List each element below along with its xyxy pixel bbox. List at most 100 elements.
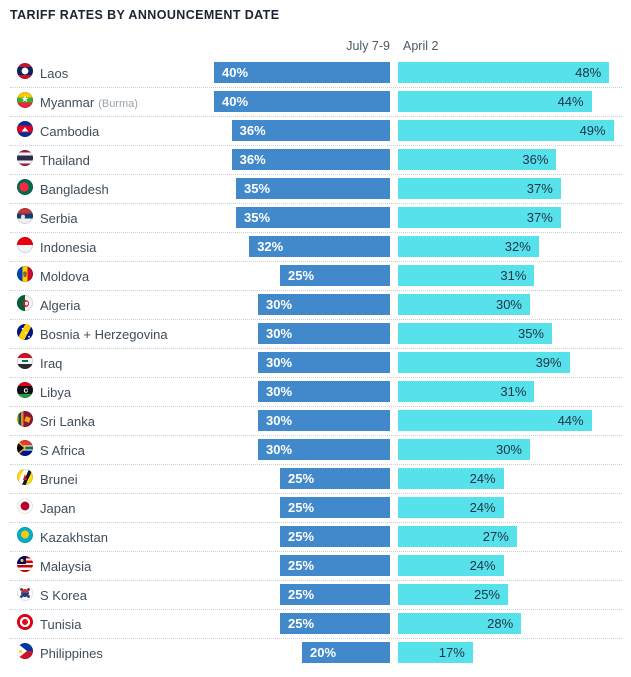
country-row: Moldova 25% 31% [0,262,631,291]
philippines-flag-icon [17,643,33,659]
april-bar: 28% [398,613,522,634]
country-label: Laos [40,59,68,88]
iraq-flag-icon [17,353,33,369]
tunisia-flag-icon [17,614,33,630]
moldova-flag-icon [17,266,33,282]
april-bar: 30% [398,439,530,460]
april-value: 37% [526,181,553,196]
country-name: Brunei [40,472,78,487]
column-header-april: April 2 [403,39,439,53]
july-bar: 30% [258,323,390,344]
country-label: Philippines [40,639,103,668]
country-row: Bangladesh 35% 37% [0,175,631,204]
april-value: 31% [500,268,527,283]
july-value: 25% [288,471,315,486]
july-bar: 35% [236,207,390,228]
country-label: Bangladesh [40,175,109,204]
april-value: 36% [522,152,549,167]
april-value: 17% [438,645,465,660]
country-row: Algeria 30% 30% [0,291,631,320]
april-value: 39% [535,355,562,370]
country-row: Indonesia 32% 32% [0,233,631,262]
thailand-flag-icon [17,150,33,166]
country-name: Moldova [40,269,90,284]
july-bar: 25% [280,468,390,489]
kazakhstan-flag-icon [17,527,33,543]
july-value: 25% [288,268,315,283]
country-row: Brunei 25% 24% [0,465,631,494]
april-bar: 35% [398,323,552,344]
malaysia-flag-icon [17,556,33,572]
april-value: 28% [487,616,514,631]
july-value: 25% [288,500,315,515]
country-name: Tunisia [40,617,82,632]
country-label: Kazakhstan [40,523,108,552]
july-bar: 36% [231,120,390,141]
april-value: 24% [469,500,496,515]
april-value: 27% [482,529,509,544]
july-bar: 30% [258,352,390,373]
country-name: Malaysia [40,559,92,574]
july-value: 25% [288,529,315,544]
page-title: TARIFF RATES BY ANNOUNCEMENT DATE [10,8,280,22]
country-name: Serbia [40,211,78,226]
country-name: Indonesia [40,240,97,255]
april-bar: 31% [398,265,535,286]
country-label: Iraq [40,349,62,378]
april-value: 32% [504,239,531,254]
july-value: 35% [244,181,271,196]
myanmar-flag-icon [17,92,33,108]
country-name: Cambodia [40,124,100,139]
april-value: 48% [575,65,602,80]
country-label: Myanmar (Burma) [40,88,138,119]
country-row: Myanmar(Burma) 40% 44% [0,88,631,117]
chart-rows: Laos 40% 48% Myanmar(Burma) 40% 44% Cambodia 36… [0,59,631,668]
country-label: Algeria [40,291,80,320]
country-label: Moldova [40,262,89,291]
sri-lanka-flag-icon [17,411,33,427]
april-bar: 25% [398,584,508,605]
july-value: 20% [310,645,337,660]
country-name: Myanmar [40,95,95,110]
country-label: Sri Lanka [40,407,95,436]
brunei-flag-icon [17,469,33,485]
country-label: Libya [40,378,71,407]
country-name: Sri Lanka [40,414,95,429]
july-bar: 40% [214,62,390,83]
country-name: Iraq [40,356,63,371]
algeria-flag-icon [17,295,33,311]
july-value: 25% [288,616,315,631]
country-row: Malaysia 25% 24% [0,552,631,581]
april-bar: 32% [398,236,539,257]
country-name: Algeria [40,298,81,313]
country-row: Cambodia 36% 49% [0,117,631,146]
s-africa-flag-icon [17,440,33,456]
country-name: Bangladesh [40,182,109,197]
april-value: 24% [469,471,496,486]
country-label: S Korea [40,581,87,610]
april-bar: 44% [398,91,592,112]
april-bar: 36% [398,149,557,170]
july-bar: 35% [236,178,390,199]
april-value: 35% [517,326,544,341]
country-row: S Africa 30% 30% [0,436,631,465]
country-label: Japan [40,494,75,523]
july-value: 25% [288,587,315,602]
july-bar: 25% [280,526,390,547]
april-bar: 30% [398,294,530,315]
april-value: 44% [557,94,584,109]
country-label: Malaysia [40,552,91,581]
cambodia-flag-icon [17,121,33,137]
bosnia-flag-icon [17,324,33,340]
july-value: 30% [266,355,293,370]
july-value: 30% [266,413,293,428]
country-row: Iraq 30% 39% [0,349,631,378]
april-bar: 37% [398,178,561,199]
july-value: 30% [266,297,293,312]
april-value: 30% [495,297,522,312]
april-bar: 48% [398,62,610,83]
country-label: Tunisia [40,610,81,639]
april-value: 25% [473,587,500,602]
country-name: Libya [40,385,72,400]
country-row: Libya 30% 31% [0,378,631,407]
